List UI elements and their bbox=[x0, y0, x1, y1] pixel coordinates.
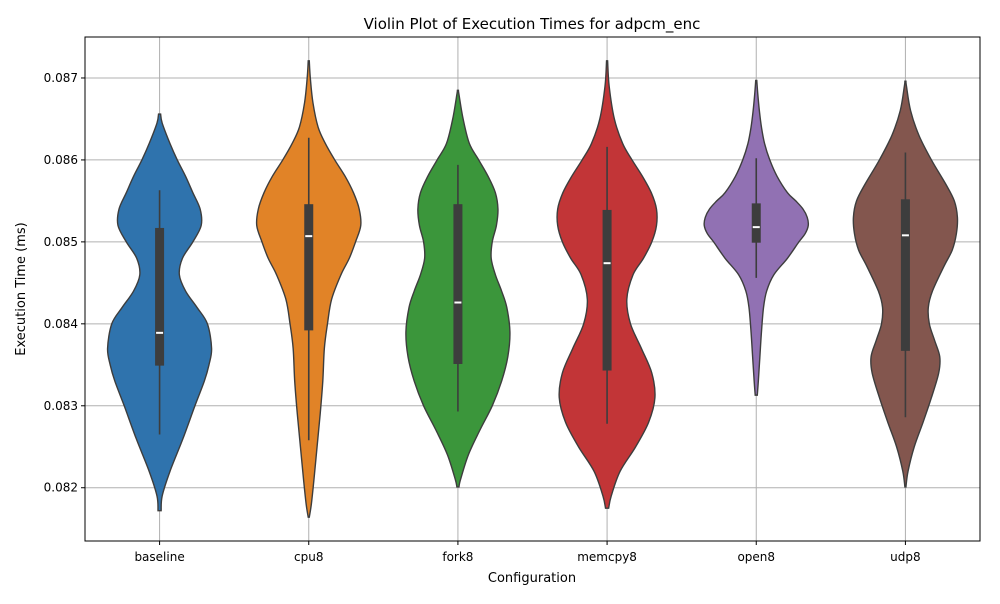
y-tick-label: 0.087 bbox=[44, 71, 78, 85]
x-tick-label: fork8 bbox=[442, 550, 473, 564]
x-tick-label: cpu8 bbox=[294, 550, 323, 564]
y-tick-label: 0.083 bbox=[44, 399, 78, 413]
plot-area-frame bbox=[84, 36, 981, 542]
iqr-box-memcpy8 bbox=[602, 209, 612, 371]
x-tick-label: udp8 bbox=[890, 550, 920, 564]
iqr-box-open8 bbox=[751, 203, 761, 243]
iqr-box-udp8 bbox=[900, 199, 910, 351]
y-tick-label: 0.086 bbox=[44, 153, 78, 167]
iqr-box-cpu8 bbox=[304, 204, 314, 331]
y-tick-label: 0.085 bbox=[44, 235, 78, 249]
chart-title: Violin Plot of Execution Times for adpcm… bbox=[364, 15, 701, 34]
x-axis-title: Configuration bbox=[488, 571, 576, 586]
y-tick-label: 0.084 bbox=[44, 317, 78, 331]
iqr-box-fork8 bbox=[453, 204, 463, 364]
x-tick-label: open8 bbox=[737, 550, 775, 564]
x-tick-label: memcpy8 bbox=[577, 550, 637, 564]
x-tick-label: baseline bbox=[134, 550, 184, 564]
y-tick-label: 0.082 bbox=[44, 481, 78, 495]
inner-boxes bbox=[155, 137, 910, 441]
y-axis-title: Execution Time (ms) bbox=[14, 222, 29, 355]
iqr-box-baseline bbox=[155, 227, 165, 366]
axis-ticks: 0.082 0.083 0.084 0.085 0.086 0.087 baseline cp… bbox=[44, 71, 921, 564]
